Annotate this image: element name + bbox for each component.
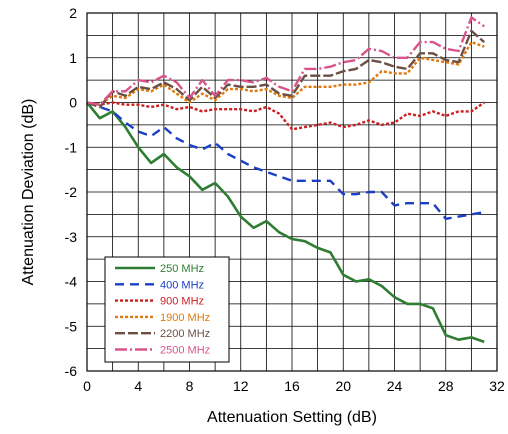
series-lines xyxy=(85,16,485,344)
x-tick-label: 24 xyxy=(387,378,403,394)
legend-label: 250 MHz xyxy=(160,263,204,275)
x-axis-title: Attenuation Setting (dB) xyxy=(207,409,377,426)
y-tick-label: -1 xyxy=(65,139,78,155)
x-tick-label: 20 xyxy=(335,378,351,394)
y-tick-label: -6 xyxy=(65,363,78,379)
series-line xyxy=(86,101,485,131)
legend-box xyxy=(104,256,230,363)
y-tick-label: -5 xyxy=(65,318,78,334)
series-line xyxy=(86,40,485,106)
y-tick-label: 2 xyxy=(69,5,77,21)
x-tick-label: 32 xyxy=(489,378,505,394)
series-line xyxy=(86,29,485,109)
x-tick-label: 16 xyxy=(284,378,300,394)
x-tick-label: 28 xyxy=(438,378,454,394)
x-tick-label: 0 xyxy=(83,378,91,394)
y-tick-label: -4 xyxy=(65,274,78,290)
legend-label: 2200 MHz xyxy=(160,328,210,340)
legend-label: 1900 MHz xyxy=(160,312,210,324)
y-axis-title: Attenuation Deviation (dB) xyxy=(20,99,37,286)
y-tick-label: 1 xyxy=(69,50,77,66)
legend: 250 MHz 400 MHz 900 MHz 1900 MHz 2200 MHz 250… xyxy=(104,256,230,363)
legend-label: 400 MHz xyxy=(160,279,204,291)
tick-labels: 0 4 8 12 16 20 24 28 32 2 1 0 -1 -2 -3 -4 -5 -6 xyxy=(65,5,505,394)
y-tick-label: -3 xyxy=(65,229,78,245)
plot-frame xyxy=(86,12,498,372)
x-tick-label: 12 xyxy=(233,378,249,394)
y-tick-label: -2 xyxy=(65,184,78,200)
y-tick-label: 0 xyxy=(69,95,77,111)
series-line xyxy=(86,16,485,106)
legend-label: 900 MHz xyxy=(160,296,204,308)
series-line xyxy=(86,101,485,221)
x-tick-label: 4 xyxy=(134,378,142,394)
x-tick-label: 8 xyxy=(186,378,194,394)
series-line xyxy=(85,101,485,344)
legend-label: 2500 MHz xyxy=(160,345,210,357)
